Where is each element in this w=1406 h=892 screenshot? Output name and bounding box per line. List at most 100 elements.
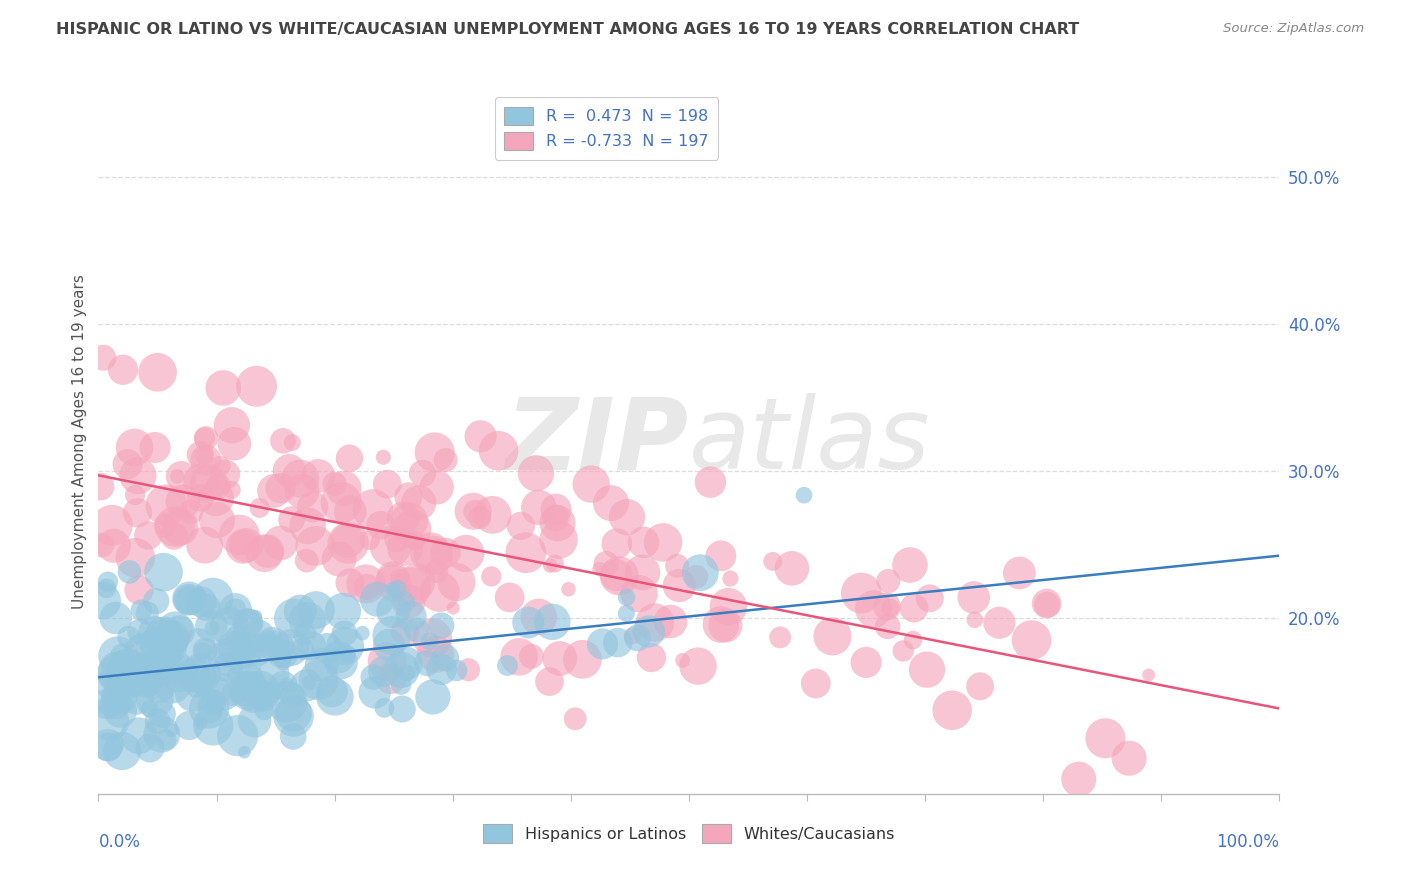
Point (205, 684, 228, 698)
Point (378, 638, 401, 652)
Point (134, 659, 156, 673)
Point (97, 738, 120, 752)
Point (226, 632, 249, 647)
Point (139, 665, 162, 680)
Point (1137, 668, 1160, 682)
Point (420, 631, 443, 645)
Point (179, 591, 201, 606)
Point (283, 709, 305, 723)
Point (197, 475, 219, 490)
Point (295, 678, 318, 692)
Point (186, 591, 208, 606)
Point (215, 649, 238, 664)
Point (217, 646, 239, 660)
Point (333, 482, 356, 496)
Point (527, 610, 550, 624)
Point (136, 664, 159, 678)
Point (247, 629, 270, 643)
Point (425, 564, 447, 578)
Point (339, 575, 361, 590)
Point (298, 675, 321, 690)
Point (224, 640, 246, 655)
Point (488, 443, 510, 458)
Point (352, 626, 374, 640)
Point (188, 448, 211, 462)
Point (668, 578, 690, 592)
Point (253, 703, 276, 717)
Point (388, 572, 411, 586)
Point (389, 663, 412, 677)
Point (152, 646, 174, 660)
Point (571, 652, 593, 666)
Point (626, 631, 648, 645)
Point (592, 637, 614, 651)
Point (332, 604, 354, 618)
Point (238, 684, 260, 698)
Point (117, 457, 139, 471)
Point (395, 665, 418, 680)
Point (187, 638, 209, 652)
Point (190, 666, 212, 681)
Point (127, 468, 149, 483)
Point (616, 591, 638, 605)
Point (271, 678, 294, 692)
Point (399, 580, 422, 594)
Point (297, 518, 319, 533)
Point (155, 498, 177, 512)
Text: 0.0%: 0.0% (98, 832, 141, 851)
Point (235, 538, 257, 552)
Point (496, 658, 519, 673)
Point (253, 546, 276, 560)
Point (328, 552, 350, 566)
Point (557, 582, 579, 597)
Point (295, 554, 318, 568)
Point (423, 445, 446, 459)
Point (111, 648, 134, 663)
Point (446, 575, 468, 590)
Point (307, 469, 329, 483)
Point (194, 643, 217, 657)
Point (389, 678, 412, 692)
Point (90, 480, 112, 494)
Text: atlas: atlas (689, 393, 931, 490)
Point (117, 672, 139, 686)
Point (399, 609, 422, 624)
Point (685, 570, 707, 584)
Point (366, 592, 388, 607)
Point (132, 645, 155, 659)
Point (226, 729, 249, 743)
Point (166, 469, 188, 483)
Point (260, 686, 283, 700)
Point (405, 623, 427, 637)
Point (517, 615, 540, 630)
Point (396, 490, 419, 504)
Point (446, 664, 468, 678)
Point (233, 745, 256, 759)
Point (150, 660, 173, 674)
Point (214, 467, 236, 482)
Point (202, 718, 225, 732)
Point (637, 624, 659, 639)
Point (963, 613, 986, 627)
Point (169, 624, 191, 638)
Point (457, 663, 479, 677)
Point (628, 587, 651, 601)
Point (375, 655, 398, 669)
Point (411, 467, 433, 481)
Point (191, 644, 214, 658)
Point (193, 431, 215, 445)
Point (1008, 566, 1031, 580)
Point (121, 673, 143, 688)
Point (91, 593, 114, 607)
Point (232, 651, 254, 665)
Point (245, 609, 267, 624)
Point (148, 677, 170, 691)
Point (434, 650, 457, 665)
Point (375, 477, 398, 491)
Point (243, 687, 266, 701)
Text: ZIP: ZIP (506, 393, 689, 490)
Point (273, 647, 295, 661)
Point (160, 632, 183, 646)
Point (426, 480, 449, 494)
Point (382, 575, 405, 590)
